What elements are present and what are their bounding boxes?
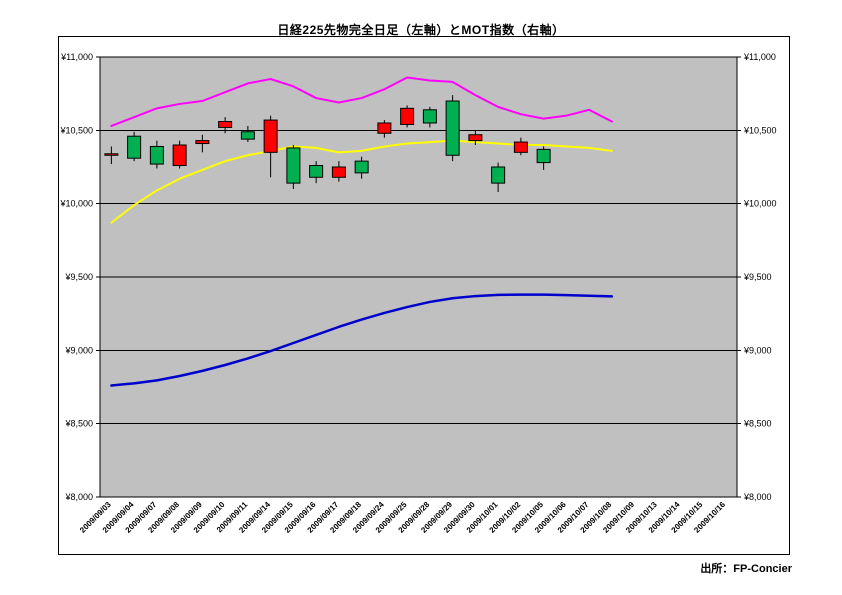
svg-text:¥10,000: ¥10,000 — [59, 199, 93, 209]
svg-text:¥10,500: ¥10,500 — [743, 125, 777, 135]
svg-text:¥9,500: ¥9,500 — [64, 272, 93, 282]
svg-text:¥8,000: ¥8,000 — [743, 492, 772, 502]
svg-text:¥8,500: ¥8,500 — [64, 419, 93, 429]
svg-text:¥10,500: ¥10,500 — [59, 125, 93, 135]
svg-text:¥9,000: ¥9,000 — [64, 345, 93, 355]
chart-title: 日経225先物完全日足（左軸）とMOT指数（右軸） — [277, 23, 565, 37]
svg-text:¥9,000: ¥9,000 — [743, 345, 772, 355]
svg-text:¥11,000: ¥11,000 — [743, 52, 776, 62]
svg-text:¥8,000: ¥8,000 — [64, 492, 93, 502]
svg-text:¥11,000: ¥11,000 — [60, 52, 93, 62]
svg-text:¥10,000: ¥10,000 — [743, 199, 777, 209]
svg-text:¥9,500: ¥9,500 — [743, 272, 772, 282]
source-label: 出所：FP-Concier — [700, 563, 792, 575]
svg-text:¥8,500: ¥8,500 — [743, 419, 772, 429]
